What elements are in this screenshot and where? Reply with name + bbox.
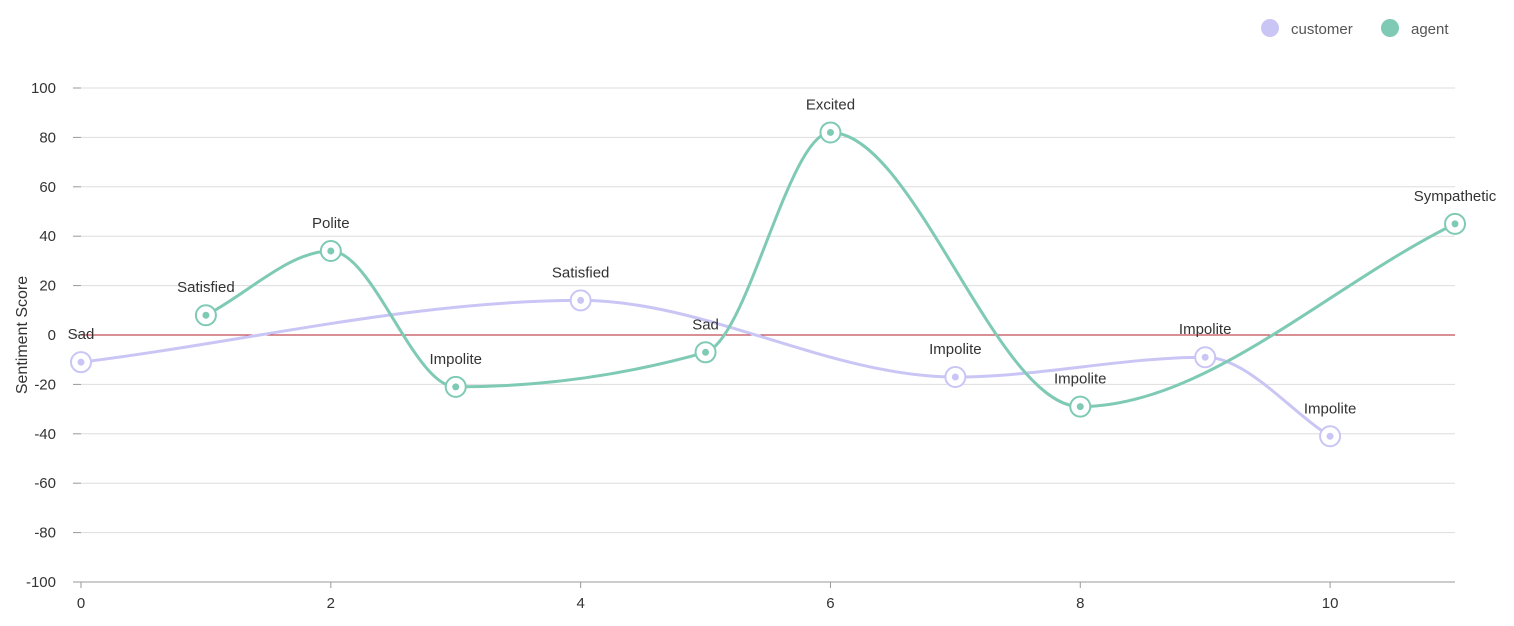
y-tick-label: -20 <box>34 376 56 393</box>
agent-point-label: Satisfied <box>177 279 235 296</box>
customer-point-dot <box>76 357 86 367</box>
agent-point[interactable] <box>319 240 342 263</box>
legend-item-customer[interactable]: customer <box>1261 19 1353 38</box>
agent-point-label: Sympathetic <box>1414 188 1497 205</box>
customer-legend-swatch <box>1261 19 1279 37</box>
customer-point-label: Sad <box>68 326 95 343</box>
y-tick-label: 40 <box>39 228 56 245</box>
legend-item-agent[interactable]: agent <box>1381 19 1449 38</box>
x-tick-label: 8 <box>1076 595 1084 612</box>
y-tick-label: 80 <box>39 129 56 146</box>
data-points <box>70 121 1466 448</box>
customer-point-dot <box>1325 431 1335 441</box>
agent-point-dot <box>701 347 711 357</box>
customer-point[interactable] <box>944 365 967 388</box>
y-axis-label: Sentiment Score <box>14 276 31 394</box>
customer-point[interactable] <box>1319 425 1342 448</box>
agent-point-dot <box>201 310 211 320</box>
customer-point-label: Satisfied <box>552 264 610 281</box>
y-tick-label: -80 <box>34 525 56 542</box>
agent-point[interactable] <box>444 375 467 398</box>
customer-point-dot <box>1200 352 1210 362</box>
legend: customer agent <box>1261 19 1449 38</box>
customer-point-dot <box>576 295 586 305</box>
agent-point-dot <box>1450 219 1460 229</box>
y-tick-label: -60 <box>34 475 56 492</box>
customer-point[interactable] <box>70 351 92 374</box>
agent-point[interactable] <box>819 121 842 144</box>
agent-point[interactable] <box>1444 212 1466 235</box>
agent-legend-label: agent <box>1411 21 1449 38</box>
x-tick-label: 6 <box>826 595 834 612</box>
grid-lines <box>81 87 1455 534</box>
agent-point-dot <box>326 246 336 256</box>
agent-point-label: Impolite <box>1054 371 1107 388</box>
x-tick-label: 4 <box>576 595 584 612</box>
x-tick-label: 0 <box>77 595 85 612</box>
customer-point-label: Impolite <box>929 341 982 358</box>
customer-point[interactable] <box>1194 346 1217 369</box>
agent-legend-swatch <box>1381 19 1399 37</box>
agent-point[interactable] <box>1069 395 1092 418</box>
series-lines <box>80 130 1456 438</box>
agent-point[interactable] <box>694 341 717 364</box>
agent-point-label: Impolite <box>429 351 482 368</box>
customer-point[interactable] <box>569 289 592 312</box>
y-tick-label: 100 <box>31 80 56 97</box>
point-labels: Sad Satisfied Impolite Impolite Impolite Sati… <box>68 96 1497 417</box>
agent-line <box>205 130 1456 409</box>
agent-point-dot <box>825 127 835 137</box>
axes: 100 80 60 40 20 0 -20 -40 -60 -80 -100 0 2 4 6 8 10 <box>26 80 1455 612</box>
agent-point-dot <box>1075 402 1085 412</box>
y-tick-label: 60 <box>39 179 56 196</box>
customer-legend-label: customer <box>1291 21 1353 38</box>
customer-point-dot <box>950 372 960 382</box>
y-tick-label: -40 <box>34 426 56 443</box>
customer-point-label: Impolite <box>1179 321 1232 338</box>
x-tick-label: 2 <box>327 595 335 612</box>
customer-point-label: Impolite <box>1304 400 1357 417</box>
agent-point[interactable] <box>194 304 217 327</box>
agent-point-label: Polite <box>312 215 350 232</box>
agent-point-label: Sad <box>692 316 719 333</box>
y-tick-label: -100 <box>26 574 56 591</box>
x-tick-label: 10 <box>1322 595 1339 612</box>
agent-point-label: Excited <box>806 96 855 113</box>
y-tick-label: 20 <box>39 278 56 295</box>
agent-point-dot <box>451 382 461 392</box>
y-tick-label: 0 <box>48 327 56 344</box>
